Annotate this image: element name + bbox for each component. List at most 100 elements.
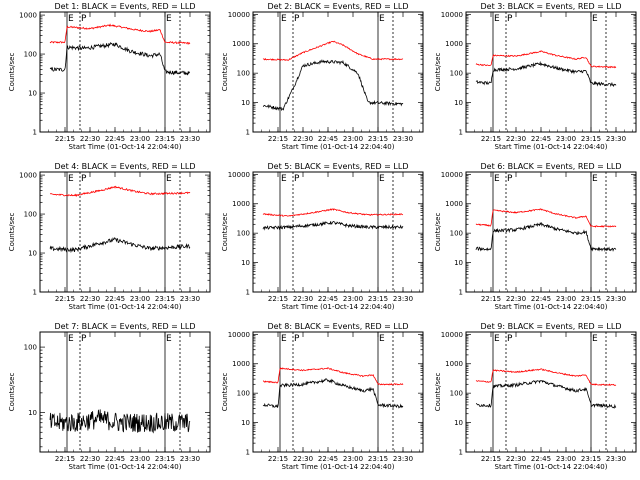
x-tick-label: 23:30 — [393, 455, 413, 463]
event-flag-label: E — [592, 334, 598, 344]
plot-frame — [252, 171, 424, 293]
events-series-line — [49, 236, 191, 254]
y-tick-label: 1000 — [19, 12, 37, 20]
event-flag-label: E — [68, 174, 74, 184]
events-series-line — [475, 221, 617, 252]
y-tick-label: 1 — [33, 289, 37, 297]
y-tick-label: 1 — [246, 449, 250, 457]
x-tick-label: 23:00 — [343, 455, 363, 463]
x-tick-label: 22:45 — [531, 295, 551, 303]
y-tick-label: 100 — [237, 230, 250, 238]
y-tick-label: 100 — [24, 211, 37, 219]
x-tick-label: 22:15 — [268, 295, 288, 303]
y-tick-label: 10000 — [228, 331, 250, 339]
x-tick-label: 23:30 — [180, 295, 200, 303]
event-flag-label: E — [68, 14, 74, 24]
panel-title: Det 1: BLACK = Events, RED = LLD — [55, 2, 196, 11]
lld-series-line — [475, 368, 617, 386]
y-axis-label: Counts/sec — [221, 213, 229, 252]
x-tick-label: 22:45 — [105, 455, 125, 463]
x-tick-label: 22:45 — [318, 455, 338, 463]
y-tick-label: 1000 — [19, 172, 37, 180]
x-tick-label: 23:15 — [368, 135, 388, 143]
lld-series-line — [262, 40, 404, 62]
x-tick-label: 22:30 — [80, 455, 100, 463]
event-flag-label: P — [81, 174, 87, 184]
x-tick-label: 23:00 — [130, 455, 150, 463]
x-tick-label: 22:45 — [531, 135, 551, 143]
event-flag-label: P — [294, 174, 300, 184]
x-tick-label: 22:45 — [531, 455, 551, 463]
y-tick-label: 1 — [459, 129, 463, 137]
y-tick-label: 1000 — [445, 200, 463, 208]
panel-title: Det 2: BLACK = Events, RED = LLD — [268, 2, 409, 11]
event-flag-label: E — [494, 334, 500, 344]
event-flag-label: P — [507, 174, 513, 184]
y-tick-label: 10000 — [441, 11, 463, 19]
y-tick-label: 10 — [454, 419, 463, 427]
x-tick-label: 23:15 — [581, 455, 601, 463]
x-tick-label: 22:30 — [293, 295, 313, 303]
x-axis-label: Start Time (01-Oct-14 22:04:40) — [282, 303, 395, 311]
x-tick-label: 22:15 — [268, 455, 288, 463]
x-tick-label: 23:00 — [343, 135, 363, 143]
lld-series-line — [475, 208, 617, 228]
x-tick-label: 22:30 — [80, 135, 100, 143]
panel-title: Det 7: BLACK = Events, RED = LLD — [55, 322, 196, 331]
y-tick-label: 10 — [28, 90, 37, 98]
x-tick-label: 22:45 — [105, 295, 125, 303]
lld-series-line — [49, 23, 191, 45]
plot-frame — [465, 331, 637, 453]
y-tick-label: 100 — [24, 344, 37, 352]
y-tick-label: 100 — [450, 70, 463, 78]
events-series-line — [262, 378, 404, 409]
y-tick-label: 10 — [28, 409, 37, 417]
x-axis-label: Start Time (01-Oct-14 22:04:40) — [495, 463, 608, 471]
y-tick-label: 100 — [237, 390, 250, 398]
y-axis-label: Counts/sec — [221, 53, 229, 92]
event-flag-label: P — [294, 334, 300, 344]
panel-title: Det 5: BLACK = Events, RED = LLD — [268, 162, 409, 171]
x-tick-label: 23:30 — [180, 455, 200, 463]
x-tick-label: 22:45 — [318, 135, 338, 143]
event-flag-label: E — [494, 14, 500, 24]
event-flag-label: E — [281, 334, 287, 344]
detector-panel-5: Det 5: BLACK = Events, RED = LLD 1 10 100 10… — [221, 162, 424, 311]
y-axis-label: Counts/sec — [8, 373, 16, 412]
y-tick-label: 1000 — [232, 40, 250, 48]
y-tick-label: 100 — [24, 51, 37, 59]
y-tick-label: 10 — [454, 259, 463, 267]
y-tick-label: 1000 — [232, 200, 250, 208]
x-tick-label: 23:30 — [393, 135, 413, 143]
y-axis-label: Counts/sec — [221, 373, 229, 412]
lld-series-line — [262, 367, 404, 386]
event-flag-label: E — [494, 174, 500, 184]
y-tick-label: 1000 — [232, 360, 250, 368]
y-tick-label: 10 — [454, 99, 463, 107]
plot-frame — [39, 171, 211, 293]
x-tick-label: 22:15 — [481, 135, 501, 143]
lld-series-line — [262, 208, 404, 217]
detector-panel-8: Det 8: BLACK = Events, RED = LLD 1 10 100 10… — [221, 322, 424, 471]
x-tick-label: 23:15 — [581, 295, 601, 303]
event-flag-label: E — [379, 174, 385, 184]
detector-panel-1: Det 1: BLACK = Events, RED = LLD 1 10 100 10… — [8, 2, 211, 151]
detector-panel-4: Det 4: BLACK = Events, RED = LLD 1 10 100 10… — [8, 162, 211, 311]
plot-frame — [465, 11, 637, 133]
x-tick-label: 23:00 — [556, 455, 576, 463]
x-tick-label: 22:30 — [293, 455, 313, 463]
x-tick-label: 23:15 — [368, 455, 388, 463]
y-axis-label: Counts/sec — [8, 53, 16, 92]
x-tick-label: 22:30 — [80, 295, 100, 303]
y-tick-label: 10 — [28, 250, 37, 258]
x-tick-label: 22:15 — [55, 455, 75, 463]
event-flag-label: E — [281, 174, 287, 184]
event-flag-label: P — [81, 14, 87, 24]
y-tick-label: 1 — [246, 129, 250, 137]
y-axis-label: Counts/sec — [8, 213, 16, 252]
event-flag-label: E — [592, 174, 598, 184]
panel-title: Det 8: BLACK = Events, RED = LLD — [268, 322, 409, 331]
detector-panel-2: Det 2: BLACK = Events, RED = LLD 1 10 100 10… — [221, 2, 424, 151]
y-tick-label: 100 — [237, 70, 250, 78]
